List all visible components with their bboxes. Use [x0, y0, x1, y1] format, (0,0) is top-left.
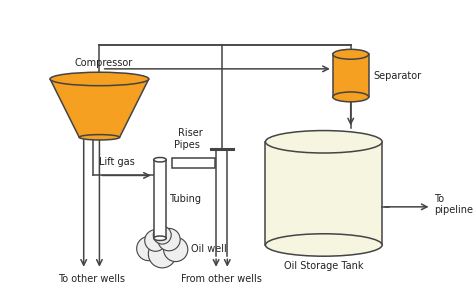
Text: To other wells: To other wells	[58, 274, 125, 284]
Circle shape	[145, 230, 166, 251]
Text: Lift gas: Lift gas	[100, 157, 135, 167]
Text: Compressor: Compressor	[75, 58, 133, 68]
Ellipse shape	[265, 234, 382, 256]
Text: Tubing: Tubing	[169, 194, 201, 204]
Ellipse shape	[333, 92, 369, 102]
Bar	[154, 160, 166, 238]
Text: Separator: Separator	[373, 71, 421, 80]
Text: From other wells: From other wells	[181, 274, 262, 284]
Polygon shape	[333, 54, 369, 97]
Text: To
pipeline: To pipeline	[434, 194, 473, 215]
Circle shape	[153, 226, 171, 244]
Text: Oil well: Oil well	[191, 244, 227, 255]
Ellipse shape	[333, 49, 369, 59]
Text: Pipes: Pipes	[174, 140, 200, 150]
Ellipse shape	[265, 131, 382, 153]
Circle shape	[158, 228, 180, 251]
Polygon shape	[265, 142, 382, 245]
Circle shape	[148, 240, 176, 268]
Circle shape	[164, 237, 188, 262]
Bar	[172, 159, 215, 168]
Ellipse shape	[154, 236, 166, 241]
Ellipse shape	[154, 158, 166, 162]
Text: Riser: Riser	[178, 128, 203, 138]
Polygon shape	[50, 79, 149, 137]
Text: Oil Storage Tank: Oil Storage Tank	[284, 261, 364, 271]
Ellipse shape	[79, 135, 119, 140]
Ellipse shape	[50, 72, 149, 86]
Circle shape	[137, 237, 161, 261]
